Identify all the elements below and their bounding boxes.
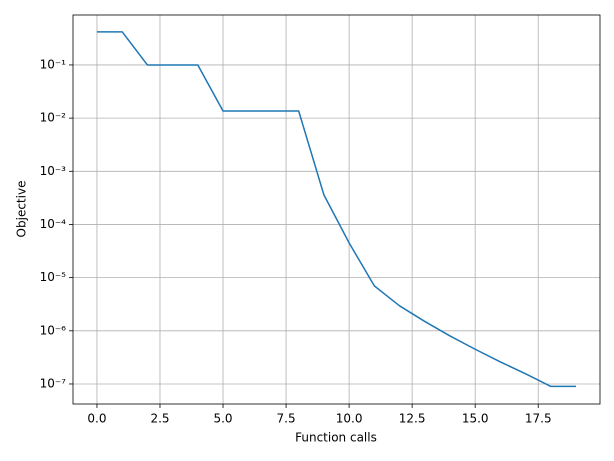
- y-tick-label: 10⁻⁶: [40, 323, 67, 337]
- y-tick-label: 10⁻²: [40, 111, 67, 125]
- line-series: [96, 31, 577, 388]
- y-axis-label: Objective: [15, 181, 29, 238]
- x-tick-label: 2.5: [150, 412, 169, 426]
- y-tick-label: 10⁻⁷: [40, 376, 67, 390]
- x-tick-label: 7.5: [277, 412, 296, 426]
- y-tick-label: 10⁻³: [40, 164, 67, 178]
- y-tick-label: 10⁻⁴: [40, 217, 67, 231]
- x-tick-label: 17.5: [525, 412, 552, 426]
- y-tick-label: 10⁻¹: [40, 57, 67, 71]
- y-tick-label: 10⁻⁵: [40, 270, 67, 284]
- x-tick-label: 15.0: [462, 412, 489, 426]
- plot-frame: [72, 14, 601, 405]
- x-tick-label: 0.0: [87, 412, 106, 426]
- x-tick-label: 10.0: [336, 412, 363, 426]
- x-axis-label: Function calls: [295, 431, 377, 445]
- x-tick-label: 12.5: [399, 412, 426, 426]
- x-tick-label: 5.0: [213, 412, 232, 426]
